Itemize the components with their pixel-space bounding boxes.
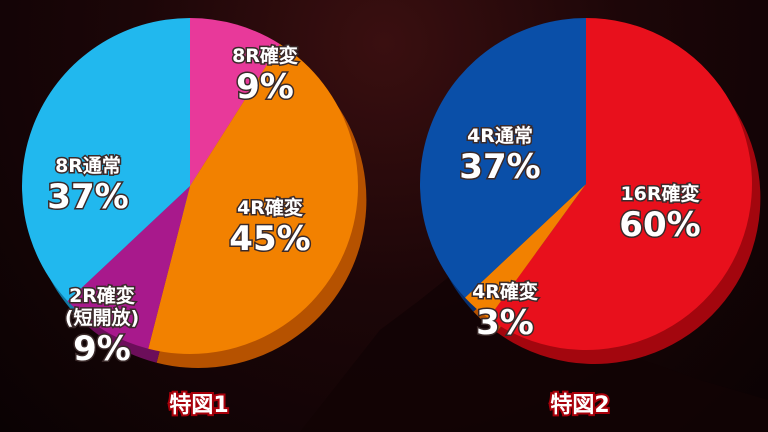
pie-1-slice-1-label: 8R確変 [232,44,298,67]
pie-2-slice-2-label: 4R確変 [472,280,538,303]
pie-1-slice-4 [22,18,190,302]
pie-1-slice-4-percent: 37% [47,177,128,217]
pie-1-slice-4-label: 8R通常 [55,154,121,177]
pie-1-slice-2 [148,44,358,355]
pie-2-slice-3-percent: 37% [459,147,540,187]
pie-2-slice-1-percent: 60% [619,205,700,245]
pie-2-slice-3 [419,18,586,298]
pie-2-slice-1 [488,18,753,351]
pie-2-slice-1-label: 16R確変 [620,182,699,205]
pie-2-slice-3-label: 4R通常 [467,124,533,147]
pie-1-slice-3 [67,186,190,349]
pie-1-slice-2-percent: 45% [229,219,310,259]
pie-1-caption: 特図1 [169,392,228,418]
pie-1-slice-2-label: 4R確変 [237,196,303,219]
pie-1-slice-1 [190,18,281,186]
pie-2-slice-2-percent: 3% [476,303,534,343]
pie-1-slice-3-label: 2R確変(短開放) [65,284,139,329]
pie-1-slice-1-percent: 9% [236,67,294,107]
pie-2-caption: 特図2 [550,392,609,418]
pie-2-slice-2 [464,184,586,319]
pie-1-slice-3-percent: 9% [73,329,131,369]
